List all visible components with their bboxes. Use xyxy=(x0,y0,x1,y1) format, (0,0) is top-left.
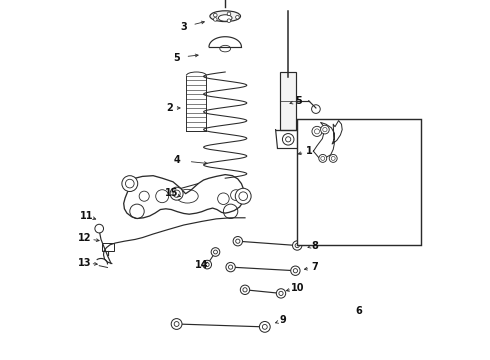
Bar xyxy=(280,72,296,130)
Circle shape xyxy=(320,125,329,134)
Circle shape xyxy=(211,248,220,256)
Text: 3: 3 xyxy=(180,22,187,32)
Circle shape xyxy=(214,18,217,21)
Circle shape xyxy=(329,154,337,162)
Circle shape xyxy=(170,187,183,200)
Circle shape xyxy=(122,176,138,192)
Circle shape xyxy=(233,237,243,246)
Circle shape xyxy=(236,15,239,19)
Text: 15: 15 xyxy=(165,188,178,198)
Circle shape xyxy=(203,260,212,269)
Bar xyxy=(102,243,114,251)
Circle shape xyxy=(312,126,322,136)
Circle shape xyxy=(226,262,235,272)
Circle shape xyxy=(319,154,327,162)
Circle shape xyxy=(291,266,300,275)
Text: 13: 13 xyxy=(78,258,92,268)
Circle shape xyxy=(214,13,217,17)
Text: 9: 9 xyxy=(279,315,286,325)
Text: 5: 5 xyxy=(295,96,302,106)
Ellipse shape xyxy=(219,15,232,21)
Text: 14: 14 xyxy=(195,260,209,270)
Text: 2: 2 xyxy=(166,103,173,113)
Text: 5: 5 xyxy=(173,53,180,63)
Circle shape xyxy=(282,134,294,145)
Text: 6: 6 xyxy=(355,306,362,316)
Bar xyxy=(297,119,421,245)
Text: 11: 11 xyxy=(80,211,94,221)
Ellipse shape xyxy=(210,11,241,22)
Circle shape xyxy=(276,289,286,298)
Circle shape xyxy=(240,285,250,294)
Circle shape xyxy=(95,224,103,233)
Text: 10: 10 xyxy=(291,283,304,293)
Circle shape xyxy=(227,12,231,15)
Text: 4: 4 xyxy=(173,155,180,165)
Circle shape xyxy=(293,241,302,250)
Circle shape xyxy=(235,188,251,204)
Circle shape xyxy=(227,19,231,23)
Text: 8: 8 xyxy=(312,240,318,251)
Text: 12: 12 xyxy=(78,233,92,243)
Circle shape xyxy=(171,319,182,329)
Circle shape xyxy=(259,321,270,332)
Text: 7: 7 xyxy=(312,262,318,272)
Text: 1: 1 xyxy=(306,146,313,156)
